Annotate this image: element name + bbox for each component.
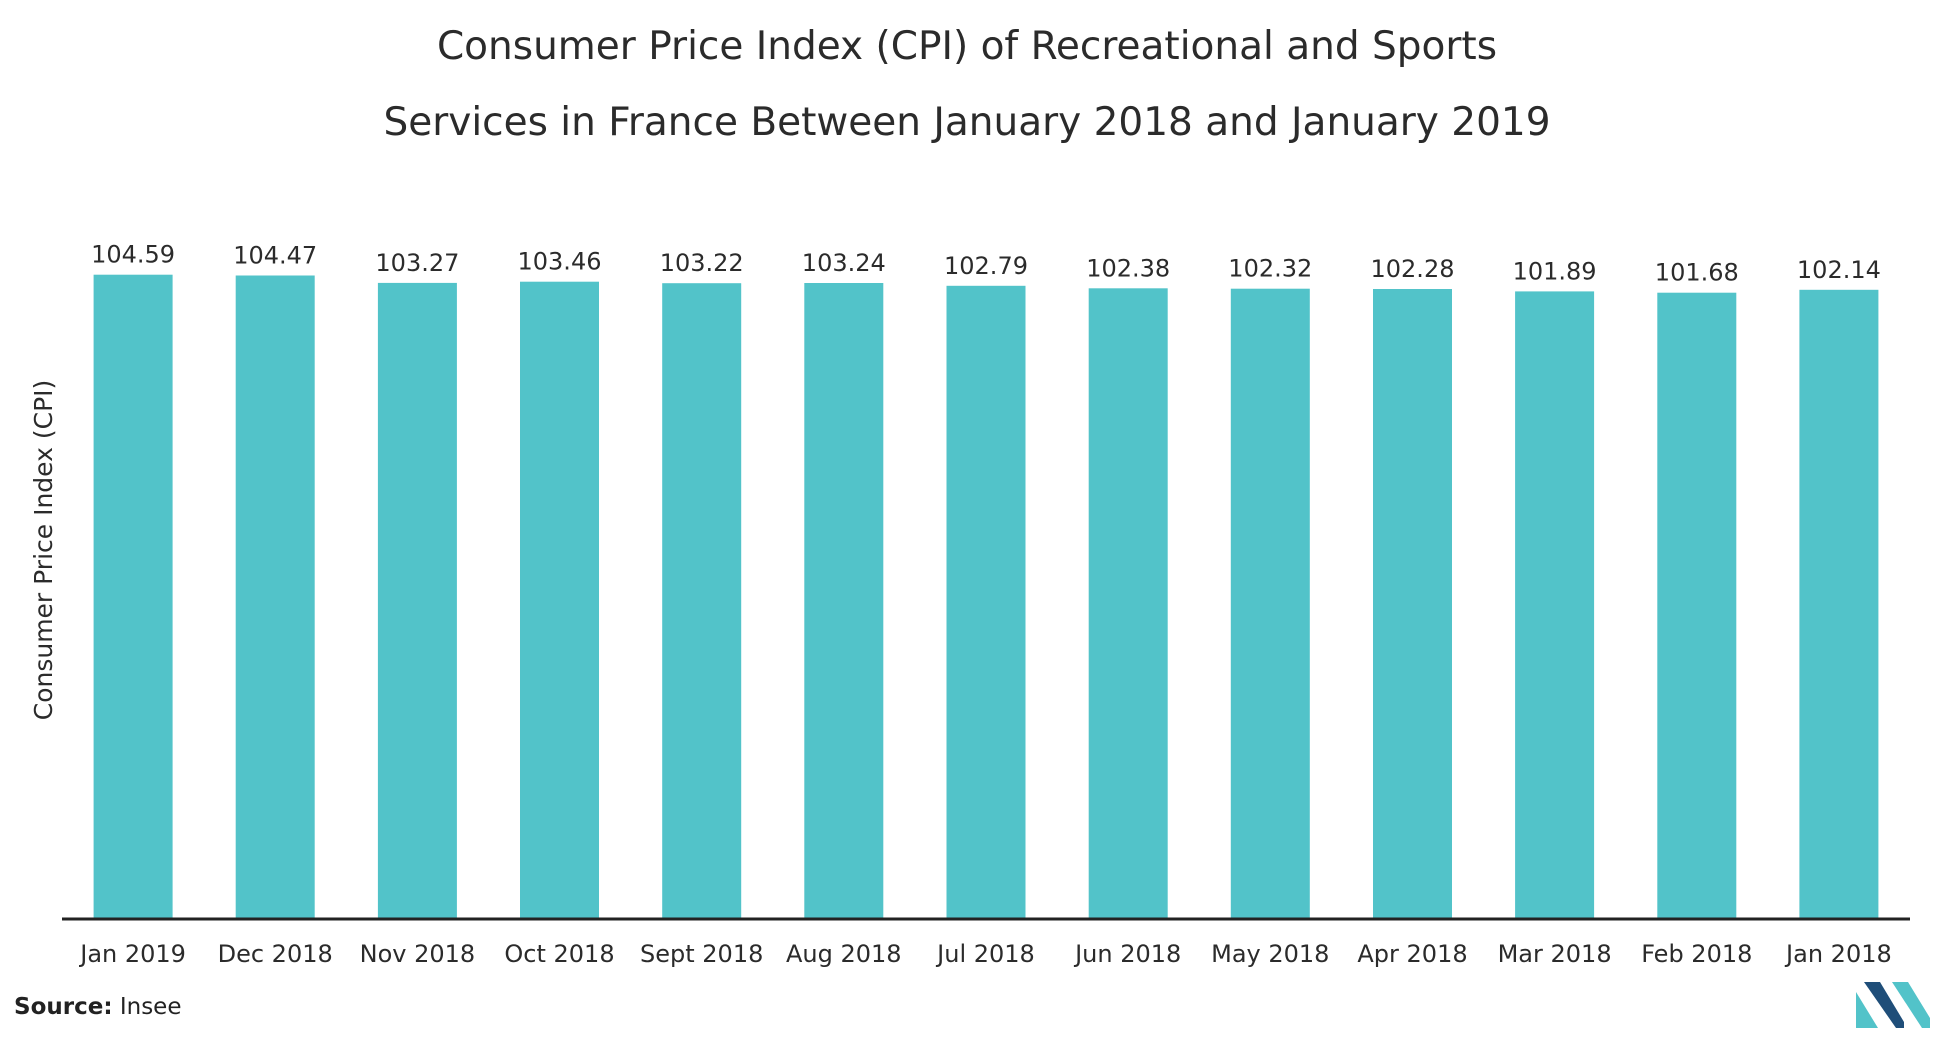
x-tick-label: Oct 2018 (504, 940, 614, 968)
bar (235, 275, 315, 919)
x-tick-label: Aug 2018 (786, 940, 902, 968)
data-label: 102.32 (1228, 255, 1312, 283)
data-label: 103.24 (802, 249, 886, 277)
bar (804, 283, 884, 919)
x-tick-label: Jan 2019 (78, 940, 186, 968)
logo-middle-stroke (1864, 982, 1904, 1028)
data-label: 101.68 (1655, 259, 1739, 287)
x-tick-label: Jan 2018 (1784, 940, 1892, 968)
data-label: 104.47 (233, 242, 317, 270)
bar (1515, 291, 1595, 919)
bar (662, 283, 742, 919)
x-tick-label: Jun 2018 (1073, 940, 1181, 968)
data-label: 101.89 (1513, 257, 1597, 285)
x-tick-label: Feb 2018 (1641, 940, 1752, 968)
bar (1373, 289, 1452, 919)
source-value: Insee (119, 994, 182, 1020)
y-axis-label: Consumer Price Index (CPI) (29, 380, 58, 721)
source-note: Source: Insee (14, 994, 181, 1020)
bar (1657, 292, 1737, 919)
x-tick-label: Dec 2018 (218, 940, 333, 968)
bar (946, 285, 1026, 919)
data-label: 103.27 (375, 249, 459, 277)
data-label: 102.14 (1797, 256, 1881, 284)
x-tick-label: May 2018 (1211, 940, 1329, 968)
x-tick-label: Mar 2018 (1498, 940, 1612, 968)
logo-left-stroke (1856, 992, 1878, 1028)
x-tick-label: Jul 2018 (935, 940, 1035, 968)
logo-right-stroke (1892, 982, 1930, 1028)
x-tick-label: Nov 2018 (360, 940, 476, 968)
data-label: 102.28 (1371, 255, 1455, 283)
bar (1799, 289, 1879, 919)
source-label: Source: (14, 994, 113, 1020)
bar (93, 274, 173, 919)
bar (1230, 288, 1310, 919)
x-tick-label: Apr 2018 (1357, 940, 1467, 968)
data-label: 103.22 (660, 249, 744, 277)
chart-title-line-2: Services in France Between January 2018 … (383, 100, 1551, 145)
chart-title-line-1: Consumer Price Index (CPI) of Recreation… (436, 24, 1498, 69)
data-label: 104.59 (91, 241, 175, 269)
bar (520, 281, 599, 919)
bar (377, 282, 457, 919)
data-label: 102.79 (944, 252, 1028, 280)
bar (1088, 288, 1168, 919)
mordor-intelligence-logo-icon (1856, 982, 1930, 1028)
data-label: 103.46 (518, 248, 602, 276)
x-tick-label: Sept 2018 (640, 940, 763, 968)
data-label: 102.38 (1086, 254, 1170, 282)
